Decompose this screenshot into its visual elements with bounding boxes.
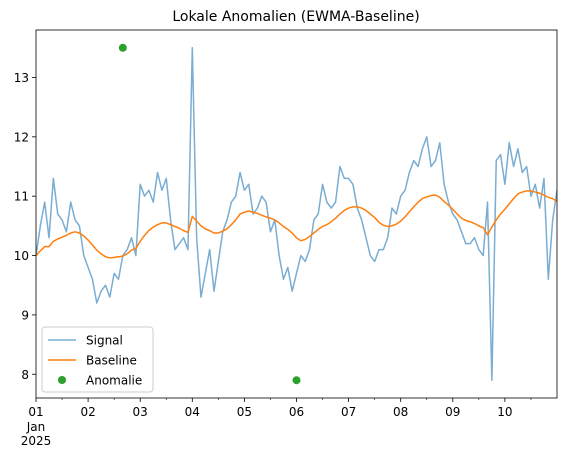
y-tick-label: 8 (21, 368, 29, 382)
series-line-signal (36, 47, 557, 381)
x-tick-sublabel: 2025 (21, 434, 52, 448)
y-tick-label: 9 (21, 308, 29, 322)
anomaly-point (118, 43, 127, 52)
x-tick-label: 10 (497, 405, 512, 419)
legend-label-anomalie: Anomalie (86, 374, 142, 388)
x-tick-label: 04 (185, 405, 200, 419)
y-tick-label: 11 (14, 190, 29, 204)
x-tick-label: 05 (237, 405, 252, 419)
legend-label-signal: Signal (86, 334, 123, 348)
x-tick-label: 02 (80, 405, 95, 419)
y-axis: 8 9 10 11 12 13 (14, 71, 36, 382)
plot-area (36, 47, 557, 381)
anomaly-markers (118, 43, 301, 385)
x-tick-label: 03 (133, 405, 148, 419)
x-tick-label: 09 (445, 405, 460, 419)
y-tick-label: 12 (14, 130, 29, 144)
x-tick-sublabel: Jan (26, 420, 46, 434)
anomaly-point (292, 376, 301, 385)
legend: Signal Baseline Anomalie (41, 326, 154, 393)
x-tick-label: 01 (28, 405, 43, 419)
series-line-baseline (36, 190, 557, 259)
legend-swatch-anomalie (58, 376, 66, 384)
y-tick-label: 13 (14, 71, 29, 85)
chart-title: Lokale Anomalien (EWMA-Baseline) (172, 9, 419, 25)
plot-frame (35, 29, 558, 399)
legend-box (41, 326, 154, 393)
y-tick-label: 10 (14, 249, 29, 263)
x-tick-label: 06 (289, 405, 304, 419)
x-tick-label: 07 (341, 405, 356, 419)
legend-label-baseline: Baseline (86, 354, 137, 368)
x-tick-label: 08 (393, 405, 408, 419)
